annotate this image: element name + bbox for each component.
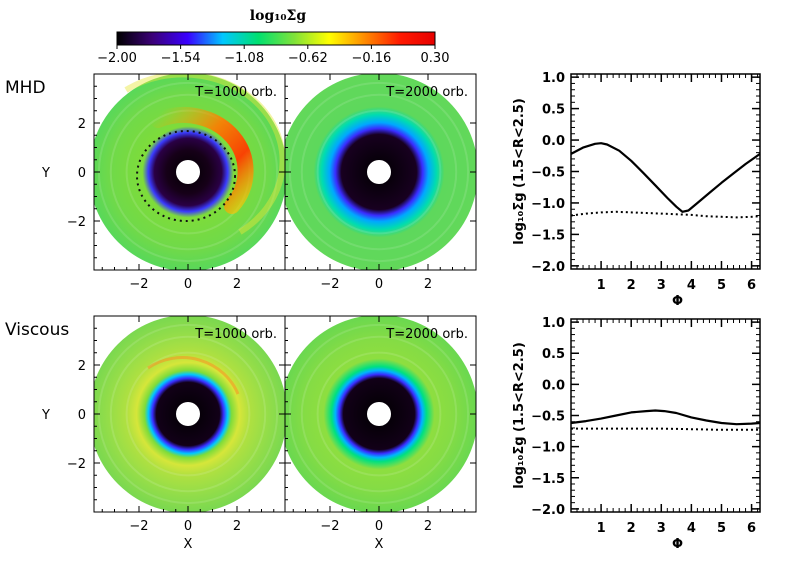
x-tick-label: 3 [657, 278, 666, 293]
colorbar: log₁₀Σg −2.00 −1.54 −1.08 −0.62 −0.16 0.30 [97, 8, 449, 66]
central-hole [176, 160, 200, 184]
x-tick-label: 6 [747, 521, 756, 536]
panel-title: T=2000 orb. [385, 85, 468, 100]
line-chart-viscous: 1.0 0.5 0.0 −0.5 −1.0 −1.5 −2.0 1 2 3 4 5 6 Φlog₁₀Σg … [512, 316, 761, 552]
x-axis-label: X [184, 537, 193, 552]
x-tick-label: 2 [233, 277, 241, 292]
central-hole [367, 402, 391, 426]
x-axis-label: X [375, 537, 384, 552]
colorbar-title: log₁₀Σg [250, 8, 307, 24]
y-axis-label: log₁₀Σg (1.5<R<2.5) [512, 342, 527, 489]
row-label-viscous: Viscous [5, 320, 69, 340]
colorbar-tick-label: −2.00 [97, 51, 137, 66]
x-tick-label: 5 [717, 278, 726, 293]
y-axis-label: Y [41, 166, 50, 181]
dotted-ellipse [136, 130, 236, 222]
x-axis-label: Φ [672, 294, 683, 309]
disk-panel-mhd-t2000: T=2000 orb. −2 0 2 [284, 73, 477, 292]
y-tick-label: 0.0 [542, 134, 565, 149]
line-charts: 1.0 0.5 0.0 −0.5 −1.0 −1.5 −2.0 1 2 3 4 5 6 Φlog₁₀Σg … [512, 71, 761, 552]
y-tick-label: 0.5 [542, 347, 565, 362]
y-tick-label: −1.5 [531, 228, 565, 243]
y-tick-label: −1.0 [531, 441, 565, 456]
line-chart-mhd: 1.0 0.5 0.0 −0.5 −1.0 −1.5 −2.0 1 2 3 4 5 6 Φlog₁₀Σg … [512, 71, 761, 309]
colorbar-tick-label: −0.62 [288, 51, 328, 66]
central-hole [176, 402, 200, 426]
y-tick-label: −2 [67, 215, 86, 230]
disk-panels: T=1000 orb.−2 0 220−2YT=2000 orb.−2 0 2T=100… [41, 73, 477, 552]
x-tick-label: −2 [129, 519, 148, 534]
panel-title: T=2000 orb. [385, 327, 468, 342]
x-tick-label: 3 [657, 521, 666, 536]
y-tick-label: −0.5 [531, 410, 565, 425]
x-tick-label: 6 [747, 278, 756, 293]
x-tick-label: 2 [627, 521, 636, 536]
central-hole [367, 160, 391, 184]
panel-title: T=1000 orb. [194, 327, 277, 342]
y-axis-label: Y [41, 408, 50, 423]
y-tick-label: 0.0 [542, 378, 565, 393]
x-tick-label: 0 [375, 277, 383, 292]
x-tick-label: 5 [717, 521, 726, 536]
x-tick-label: 0 [184, 519, 192, 534]
colorbar-bar [116, 31, 436, 46]
y-tick-label: −1.0 [531, 197, 565, 212]
y-tick-label: −2.0 [531, 260, 565, 275]
x-tick-label: 2 [424, 277, 432, 292]
disk-panel-mhd-t1000: T=1000 orb. −2 0 2 2 0 −2 Y [41, 73, 286, 292]
y-tick-label: 2 [78, 117, 86, 132]
colorbar-tick-label: −1.54 [161, 51, 201, 66]
disk-panel-viscous-t2000: T=2000 orb. −2 0 2 X [284, 315, 477, 552]
x-tick-label: −2 [320, 277, 339, 292]
x-tick-label: 1 [597, 521, 606, 536]
plot-frame [570, 318, 761, 513]
colorbar-tick-label: −1.08 [224, 51, 264, 66]
y-tick-label: 2 [78, 359, 86, 374]
series-line-dotted [571, 427, 760, 431]
colorbar-tick-label: −0.16 [351, 51, 391, 66]
x-tick-label: 2 [233, 519, 241, 534]
y-axis-label: log₁₀Σg (1.5<R<2.5) [512, 98, 527, 245]
y-tick-label: 0 [78, 166, 86, 181]
y-tick-label: 0 [78, 408, 86, 423]
series-line-solid [570, 409, 761, 426]
row-label-mhd: MHD [5, 78, 46, 98]
y-tick-label: 1.0 [542, 316, 565, 331]
plot-frame [570, 73, 761, 270]
x-tick-label: −2 [129, 277, 148, 292]
outer-arc [124, 74, 285, 235]
panel-title: T=1000 orb. [194, 85, 277, 100]
x-tick-label: 2 [424, 519, 432, 534]
series-line-solid [570, 142, 761, 213]
colorbar-ticks: −2.00 −1.54 −1.08 −0.62 −0.16 0.30 [97, 45, 449, 66]
y-tick-label: −2.0 [531, 503, 565, 518]
x-tick-label: 0 [375, 519, 383, 534]
colorbar-tick-label: 0.30 [421, 51, 450, 66]
x-axis-label: Φ [672, 537, 683, 552]
disk-panel-viscous-t1000: T=1000 orb. −2 0 2 2 0 −2 Y X [41, 315, 286, 552]
y-tick-label: 0.5 [542, 103, 565, 118]
y-tick-label: −2 [67, 457, 86, 472]
x-tick-label: 1 [597, 278, 606, 293]
x-tick-label: 4 [687, 278, 696, 293]
y-tick-label: −0.5 [531, 166, 565, 181]
y-tick-label: −1.5 [531, 472, 565, 487]
eccentric-arc [150, 107, 254, 214]
y-tick-label: 1.0 [542, 71, 565, 86]
x-tick-label: 0 [184, 277, 192, 292]
x-tick-label: 4 [687, 521, 696, 536]
x-tick-label: 2 [627, 278, 636, 293]
x-tick-label: −2 [320, 519, 339, 534]
